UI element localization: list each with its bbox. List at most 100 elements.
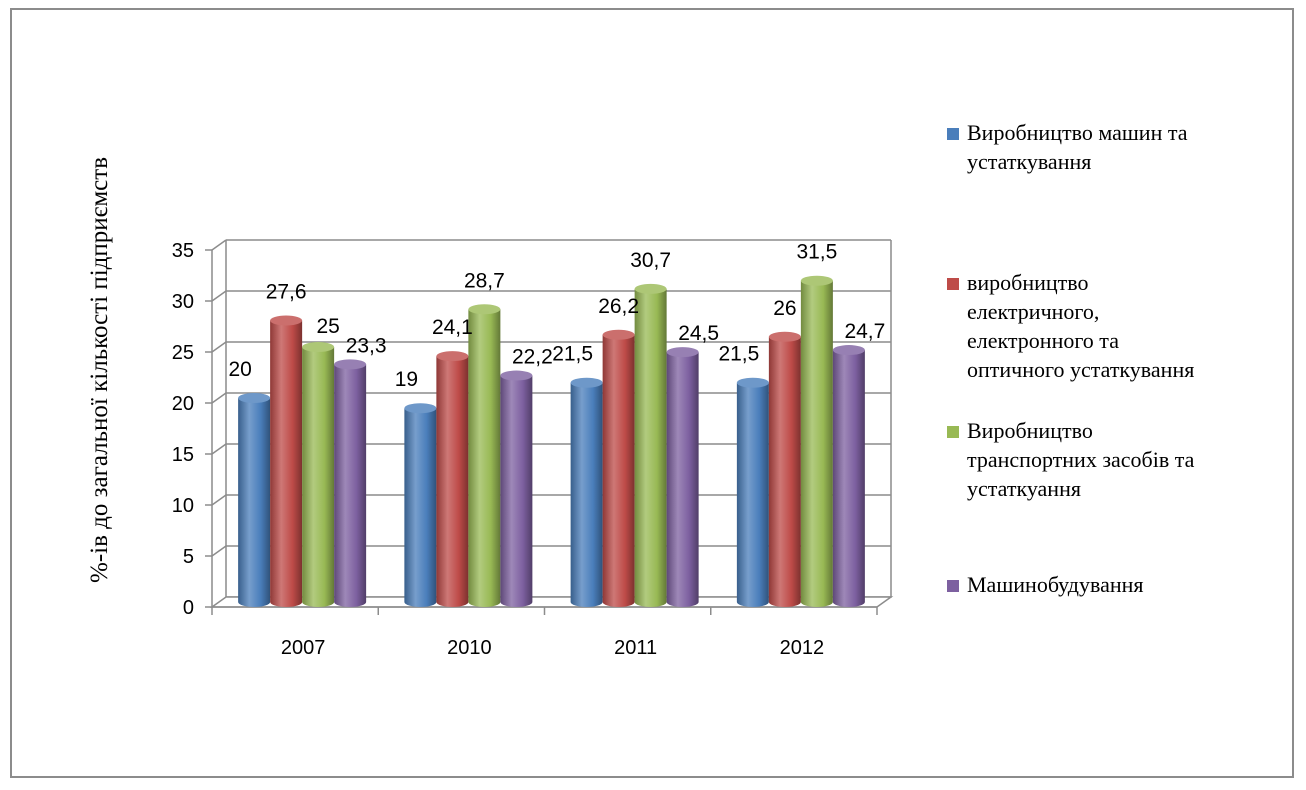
x-tick-label: 2010	[447, 637, 492, 659]
bar-body	[570, 382, 603, 607]
bar-top	[334, 359, 367, 370]
y-tick-label: 15	[172, 444, 194, 466]
legend-item: Машинобудування	[947, 572, 1144, 597]
y-tick-label: 25	[172, 342, 194, 364]
gridline-side	[211, 239, 227, 251]
legend-label: устаткуання	[967, 476, 1081, 501]
chart-frame: 0 5 10 15 20 25 30 35 2007 2010 2011 2012 20 27,6 25…	[10, 8, 1294, 778]
bar	[468, 304, 501, 607]
data-label: 25	[316, 315, 339, 338]
bar-body	[334, 364, 367, 607]
x-tick-label: 2011	[614, 637, 657, 659]
legend-label: електричного,	[967, 299, 1099, 324]
legend-label: виробництво	[967, 270, 1089, 295]
legend-swatch	[947, 426, 959, 438]
bar-body	[238, 398, 271, 607]
bar	[800, 275, 833, 607]
bars	[238, 275, 865, 607]
chart-walls	[209, 240, 894, 608]
legend-label: транспортних засобів та	[967, 447, 1195, 472]
legend-swatch	[947, 128, 959, 140]
axes	[205, 249, 878, 615]
bar-body	[302, 347, 335, 607]
bar-body	[468, 309, 501, 607]
data-label: 23,3	[346, 334, 387, 357]
legend-swatch	[947, 278, 959, 290]
bar-body	[500, 375, 533, 607]
gridline-side	[211, 545, 227, 557]
bar	[832, 345, 865, 607]
bar	[768, 331, 801, 607]
bar-body	[404, 408, 437, 607]
legend-label: оптичного устаткування	[967, 357, 1194, 382]
bar-top	[570, 377, 603, 388]
bar-top	[270, 315, 303, 326]
bar-top	[634, 283, 667, 294]
gridline-side	[211, 341, 227, 353]
bar-top	[768, 331, 801, 342]
y-tick-label: 10	[172, 495, 194, 517]
bar-top	[666, 347, 699, 358]
legend-item: виробництво електричного, електронного та о…	[947, 270, 1194, 382]
x-tick-label: 2012	[780, 637, 825, 659]
bar-chart: 0 5 10 15 20 25 30 35 2007 2010 2011 2012 20 27,6 25…	[86, 120, 1195, 659]
legend-item: Виробництво машин та устаткування	[947, 120, 1188, 174]
legend-item: Виробництво транспортних засобів та устатк…	[947, 418, 1195, 501]
bar	[302, 342, 335, 607]
bar	[602, 329, 635, 607]
data-label: 24,5	[678, 322, 719, 345]
data-label: 28,7	[464, 269, 505, 292]
bar	[436, 351, 469, 607]
x-axis-ticks: 2007 2010 2011 2012	[281, 637, 824, 659]
y-tick-label: 5	[183, 546, 194, 568]
bar-top	[468, 304, 501, 315]
gridline-side	[211, 392, 227, 404]
y-axis-label: %-ів до загальної кількості підприємств	[86, 157, 113, 583]
y-axis-ticks: 0 5 10 15 20 25 30 35	[172, 240, 194, 619]
bar-body	[800, 280, 833, 607]
data-label: 26	[773, 297, 796, 320]
legend: Виробництво машин та устаткування виробниц…	[947, 120, 1195, 597]
bar-top	[832, 345, 865, 356]
bar	[270, 315, 303, 607]
data-label: 19	[395, 368, 418, 391]
bar-body	[602, 334, 635, 607]
bar	[404, 403, 437, 607]
bar	[334, 359, 367, 607]
bar	[500, 370, 533, 607]
data-label: 20	[228, 358, 251, 381]
bar-top	[800, 275, 833, 286]
legend-label: Виробництво	[967, 418, 1093, 443]
bar	[570, 377, 603, 607]
legend-label: Машинобудування	[967, 572, 1144, 597]
bar	[634, 283, 667, 607]
gridline-side	[211, 443, 227, 455]
bar-top	[736, 377, 769, 388]
legend-label: устаткування	[967, 149, 1091, 174]
data-label: 21,5	[718, 343, 759, 366]
legend-swatch	[947, 580, 959, 592]
bar-top	[500, 370, 533, 381]
x-tick-label: 2007	[281, 637, 326, 659]
y-tick-label: 35	[172, 240, 194, 262]
data-label: 22,2	[512, 346, 553, 369]
data-label: 26,2	[598, 295, 639, 318]
bar-top	[404, 403, 437, 414]
bar	[666, 347, 699, 607]
data-label: 24,7	[844, 320, 885, 343]
bar-body	[666, 352, 699, 607]
y-tick-label: 30	[172, 291, 194, 313]
legend-label: електронного та	[967, 328, 1119, 353]
bar	[736, 377, 769, 607]
data-label: 24,1	[432, 316, 473, 339]
data-label: 30,7	[630, 249, 671, 272]
bar-body	[436, 356, 469, 607]
bar-body	[634, 288, 667, 607]
legend-label: Виробництво машин та	[967, 120, 1188, 145]
bar-top	[436, 351, 469, 362]
bar-body	[270, 320, 303, 607]
y-tick-label: 0	[183, 597, 194, 619]
bar-top	[302, 342, 335, 352]
bar-body	[736, 382, 769, 607]
